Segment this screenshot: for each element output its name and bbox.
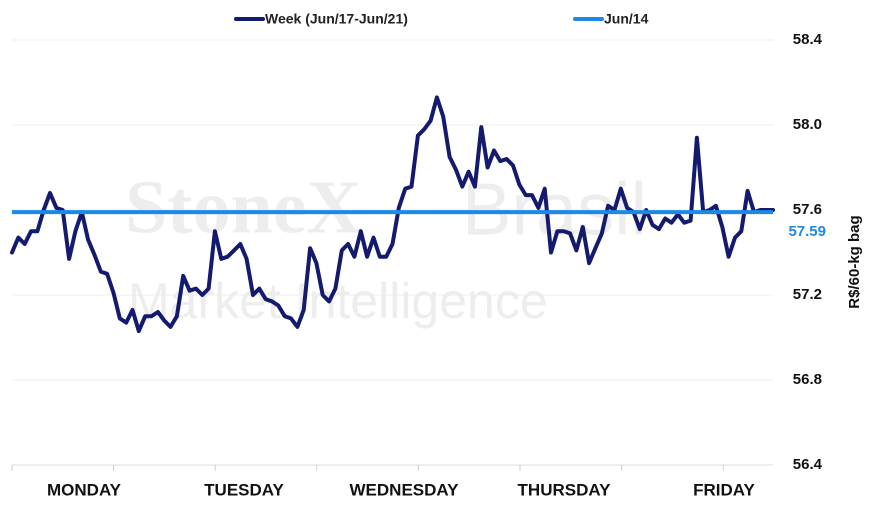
y-tick-label: 57.2 — [793, 286, 822, 303]
x-tick-label: TUESDAY — [204, 480, 284, 499]
y-tick-label: 58.4 — [793, 31, 823, 48]
x-tick-label: FRIDAY — [693, 480, 755, 499]
x-tick-label: MONDAY — [47, 480, 122, 499]
watermark: StoneX Brasil Market Intelligence — [125, 165, 647, 329]
reference-value-label: 57.59 — [788, 223, 826, 240]
y-axis-label: R$/60-kg bag — [846, 215, 863, 308]
legend-label: Week (Jun/17-Jun/21) — [265, 11, 408, 27]
y-tick-label: 57.6 — [793, 201, 822, 218]
y-tick-label: 56.4 — [793, 456, 823, 473]
y-tick-label: 58.0 — [793, 116, 822, 133]
x-tick-label: WEDNESDAY — [350, 480, 460, 499]
y-tick-label: 56.8 — [793, 371, 822, 388]
series-line — [10, 95, 775, 334]
legend-label: Jun/14 — [604, 11, 649, 27]
x-tick-label: THURSDAY — [518, 480, 612, 499]
watermark-text: StoneX — [125, 165, 361, 249]
